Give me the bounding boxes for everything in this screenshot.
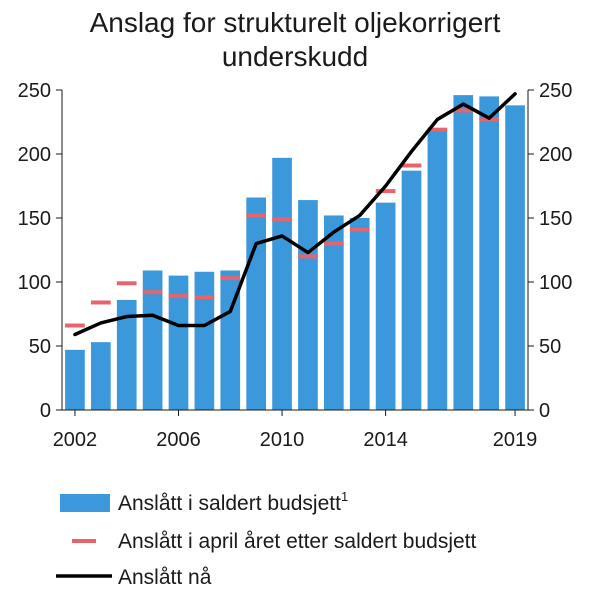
april-estimate-dash-2017 xyxy=(453,108,474,113)
y-tick-label-left: 100 xyxy=(18,272,51,294)
april-estimate-dash-2015 xyxy=(401,163,422,168)
y-tick-label-left: 150 xyxy=(18,208,51,230)
bar-2005 xyxy=(142,270,163,410)
april-estimate-dash-2008 xyxy=(220,276,241,281)
y-tick-label-right: 150 xyxy=(539,208,572,230)
y-tick-label-left: 250 xyxy=(18,80,51,102)
bar-2010 xyxy=(272,157,292,410)
bar-2006 xyxy=(168,275,189,410)
april-estimate-dash-2004 xyxy=(116,281,137,286)
bars-group xyxy=(65,95,525,411)
y-tick-label-right: 50 xyxy=(539,336,561,358)
x-tick-label: 2006 xyxy=(156,429,201,451)
y-tick-label-left: 200 xyxy=(18,144,51,166)
legend-footnote-marker: 1 xyxy=(341,489,348,504)
bar-2016 xyxy=(427,129,448,410)
april-estimate-dash-2007 xyxy=(194,295,215,300)
bar-2013 xyxy=(349,218,370,410)
bar-2009 xyxy=(246,197,267,410)
april-estimate-dash-2012 xyxy=(323,241,344,246)
y-tick-label-left: 0 xyxy=(40,400,51,422)
legend-swatch-bars xyxy=(60,494,110,512)
bar-2015 xyxy=(401,170,422,410)
axes-group xyxy=(56,89,534,416)
bar-2014 xyxy=(375,202,396,410)
legend-label-now: Anslått nå xyxy=(118,566,212,589)
april-estimate-dash-2016 xyxy=(427,127,448,132)
x-tick-label: 2014 xyxy=(363,429,408,451)
x-tick-label: 2019 xyxy=(493,429,538,451)
april-estimate-dashes-group xyxy=(65,108,500,328)
april-estimate-dash-2014 xyxy=(375,189,396,194)
april-estimate-dash-2006 xyxy=(168,294,189,299)
legend-swatch-april-dash xyxy=(72,539,96,543)
current-estimate-line xyxy=(73,92,517,337)
bar-2002 xyxy=(65,349,85,410)
y-tick-label-left: 50 xyxy=(29,336,51,358)
bar-2011 xyxy=(298,200,318,410)
x-tick-label: 2010 xyxy=(260,429,305,451)
y-tick-label-right: 250 xyxy=(539,80,572,102)
april-estimate-dash-2002 xyxy=(65,323,85,328)
april-estimate-dash-2005 xyxy=(142,290,163,295)
april-estimate-dash-2009 xyxy=(246,213,267,218)
y-tick-label-right: 100 xyxy=(539,272,572,294)
bar-2004 xyxy=(116,299,137,410)
chart-title: Anslag for strukturelt oljekorrigert und… xyxy=(89,7,501,72)
april-estimate-dash-2013 xyxy=(349,227,370,232)
bar-2012 xyxy=(323,215,344,410)
y-tick-label-right: 0 xyxy=(539,400,550,422)
legend: Anslått i saldert budsjett1 Anslått i ap… xyxy=(56,489,477,589)
bar-2017 xyxy=(453,95,474,411)
april-estimate-dash-2003 xyxy=(90,300,111,305)
bar-2018 xyxy=(479,96,500,411)
bar-2008 xyxy=(220,270,241,410)
y-tick-label-right: 200 xyxy=(539,144,572,166)
legend-label-bars-text: Anslått i saldert budsjett xyxy=(118,492,341,515)
legend-label-bars: Anslått i saldert budsjett1 xyxy=(118,489,348,515)
legend-label-april: Anslått i april året etter saldert budsj… xyxy=(118,530,477,553)
x-tick-label: 2002 xyxy=(53,429,98,451)
bar-2007 xyxy=(194,271,215,410)
tick-labels-group: 0 0 50 50 100 100 150 150 200 200 250 250 2002 2006 20… xyxy=(18,80,573,451)
april-estimate-dash-2010 xyxy=(272,217,292,222)
april-estimate-dash-2011 xyxy=(298,254,318,259)
bar-2019 xyxy=(505,105,525,411)
bar-2003 xyxy=(90,342,111,410)
